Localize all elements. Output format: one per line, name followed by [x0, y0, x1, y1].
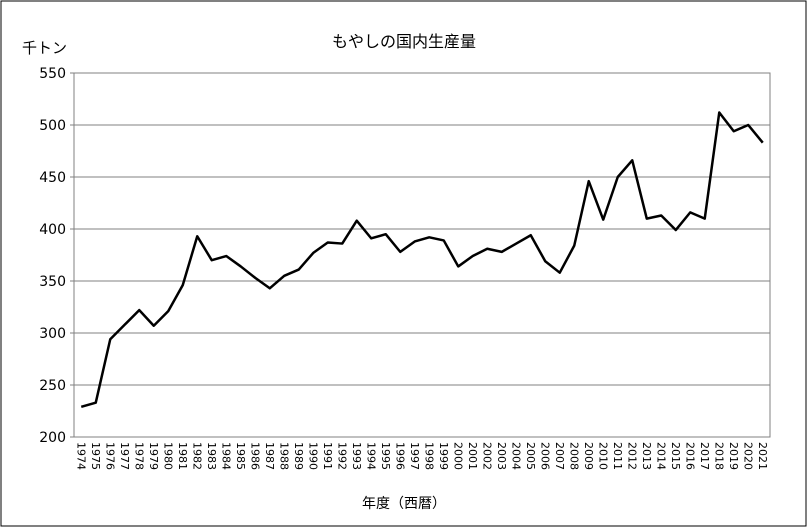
- y-tick-label: 550: [39, 66, 66, 82]
- x-tick-label: 2009: [582, 442, 595, 470]
- x-tick-label: 2006: [538, 442, 551, 470]
- x-tick-label: 1974: [74, 442, 87, 470]
- x-tick-label: 1991: [321, 442, 334, 470]
- x-tick-label: 1981: [176, 442, 189, 470]
- x-tick-label: 2018: [712, 442, 725, 470]
- x-axis-label: 年度（西暦）: [362, 496, 446, 512]
- x-tick-label: 2021: [756, 442, 769, 470]
- y-tick-label: 450: [39, 170, 66, 186]
- y-tick-label: 250: [39, 378, 66, 394]
- x-tick-label: 1996: [393, 442, 406, 470]
- x-tick-label: 2016: [683, 442, 696, 470]
- x-tick-label: 1990: [306, 442, 319, 470]
- x-tick-label: 2008: [567, 442, 580, 470]
- x-tick-label: 2013: [640, 442, 653, 470]
- x-tick-label: 1989: [292, 442, 305, 470]
- x-tick-label: 1994: [364, 442, 377, 470]
- x-tick-label: 1997: [408, 442, 421, 470]
- x-tick-label: 2010: [596, 442, 609, 470]
- x-tick-label: 2017: [698, 442, 711, 470]
- y-tick-label: 350: [39, 274, 66, 290]
- chart-title: もやしの国内生産量: [332, 32, 476, 51]
- y-tick-label: 400: [39, 222, 66, 238]
- x-tick-label: 1987: [263, 442, 276, 470]
- x-tick-label: 2007: [553, 442, 566, 470]
- x-tick-label: 2002: [480, 442, 493, 470]
- x-tick-label: 2004: [509, 442, 522, 470]
- x-tick-label: 2011: [611, 442, 624, 470]
- x-tick-label: 1992: [335, 442, 348, 470]
- x-tick-label: 1988: [277, 442, 290, 470]
- x-tick-label: 1979: [147, 442, 160, 470]
- x-tick-label: 1995: [379, 442, 392, 470]
- x-tick-label: 2019: [727, 442, 740, 470]
- data-line: [80, 111, 764, 409]
- x-tick-label: 2014: [654, 442, 667, 470]
- x-tick-label: 1983: [205, 442, 218, 470]
- y-tick-label: 500: [39, 118, 66, 134]
- x-tick-label: 1984: [219, 442, 232, 470]
- y-axis-label: 千トン: [22, 39, 67, 57]
- x-tick-label: 1985: [234, 442, 247, 470]
- x-tick-label: 2015: [669, 442, 682, 470]
- x-tick-label: 1980: [161, 442, 174, 470]
- x-tick-label: 1977: [118, 442, 131, 470]
- x-tick-label: 1978: [132, 442, 145, 470]
- x-tick-label: 1998: [422, 442, 435, 470]
- y-tick-label: 200: [39, 430, 66, 446]
- x-tick-label: 1993: [350, 442, 363, 470]
- x-tick-label: 1986: [248, 442, 261, 470]
- x-tick-label: 2000: [451, 442, 464, 470]
- x-tick-label: 1975: [89, 442, 102, 470]
- x-tick-label: 2020: [741, 442, 754, 470]
- x-tick-label: 2012: [625, 442, 638, 470]
- x-tick-label: 2001: [466, 442, 479, 470]
- x-tick-label: 1976: [103, 442, 116, 470]
- x-tick-label: 2003: [495, 442, 508, 470]
- y-tick-label: 300: [39, 326, 66, 342]
- x-tick-label: 2005: [524, 442, 537, 470]
- x-tick-label: 1982: [190, 442, 203, 470]
- x-tick-label: 1999: [437, 442, 450, 470]
